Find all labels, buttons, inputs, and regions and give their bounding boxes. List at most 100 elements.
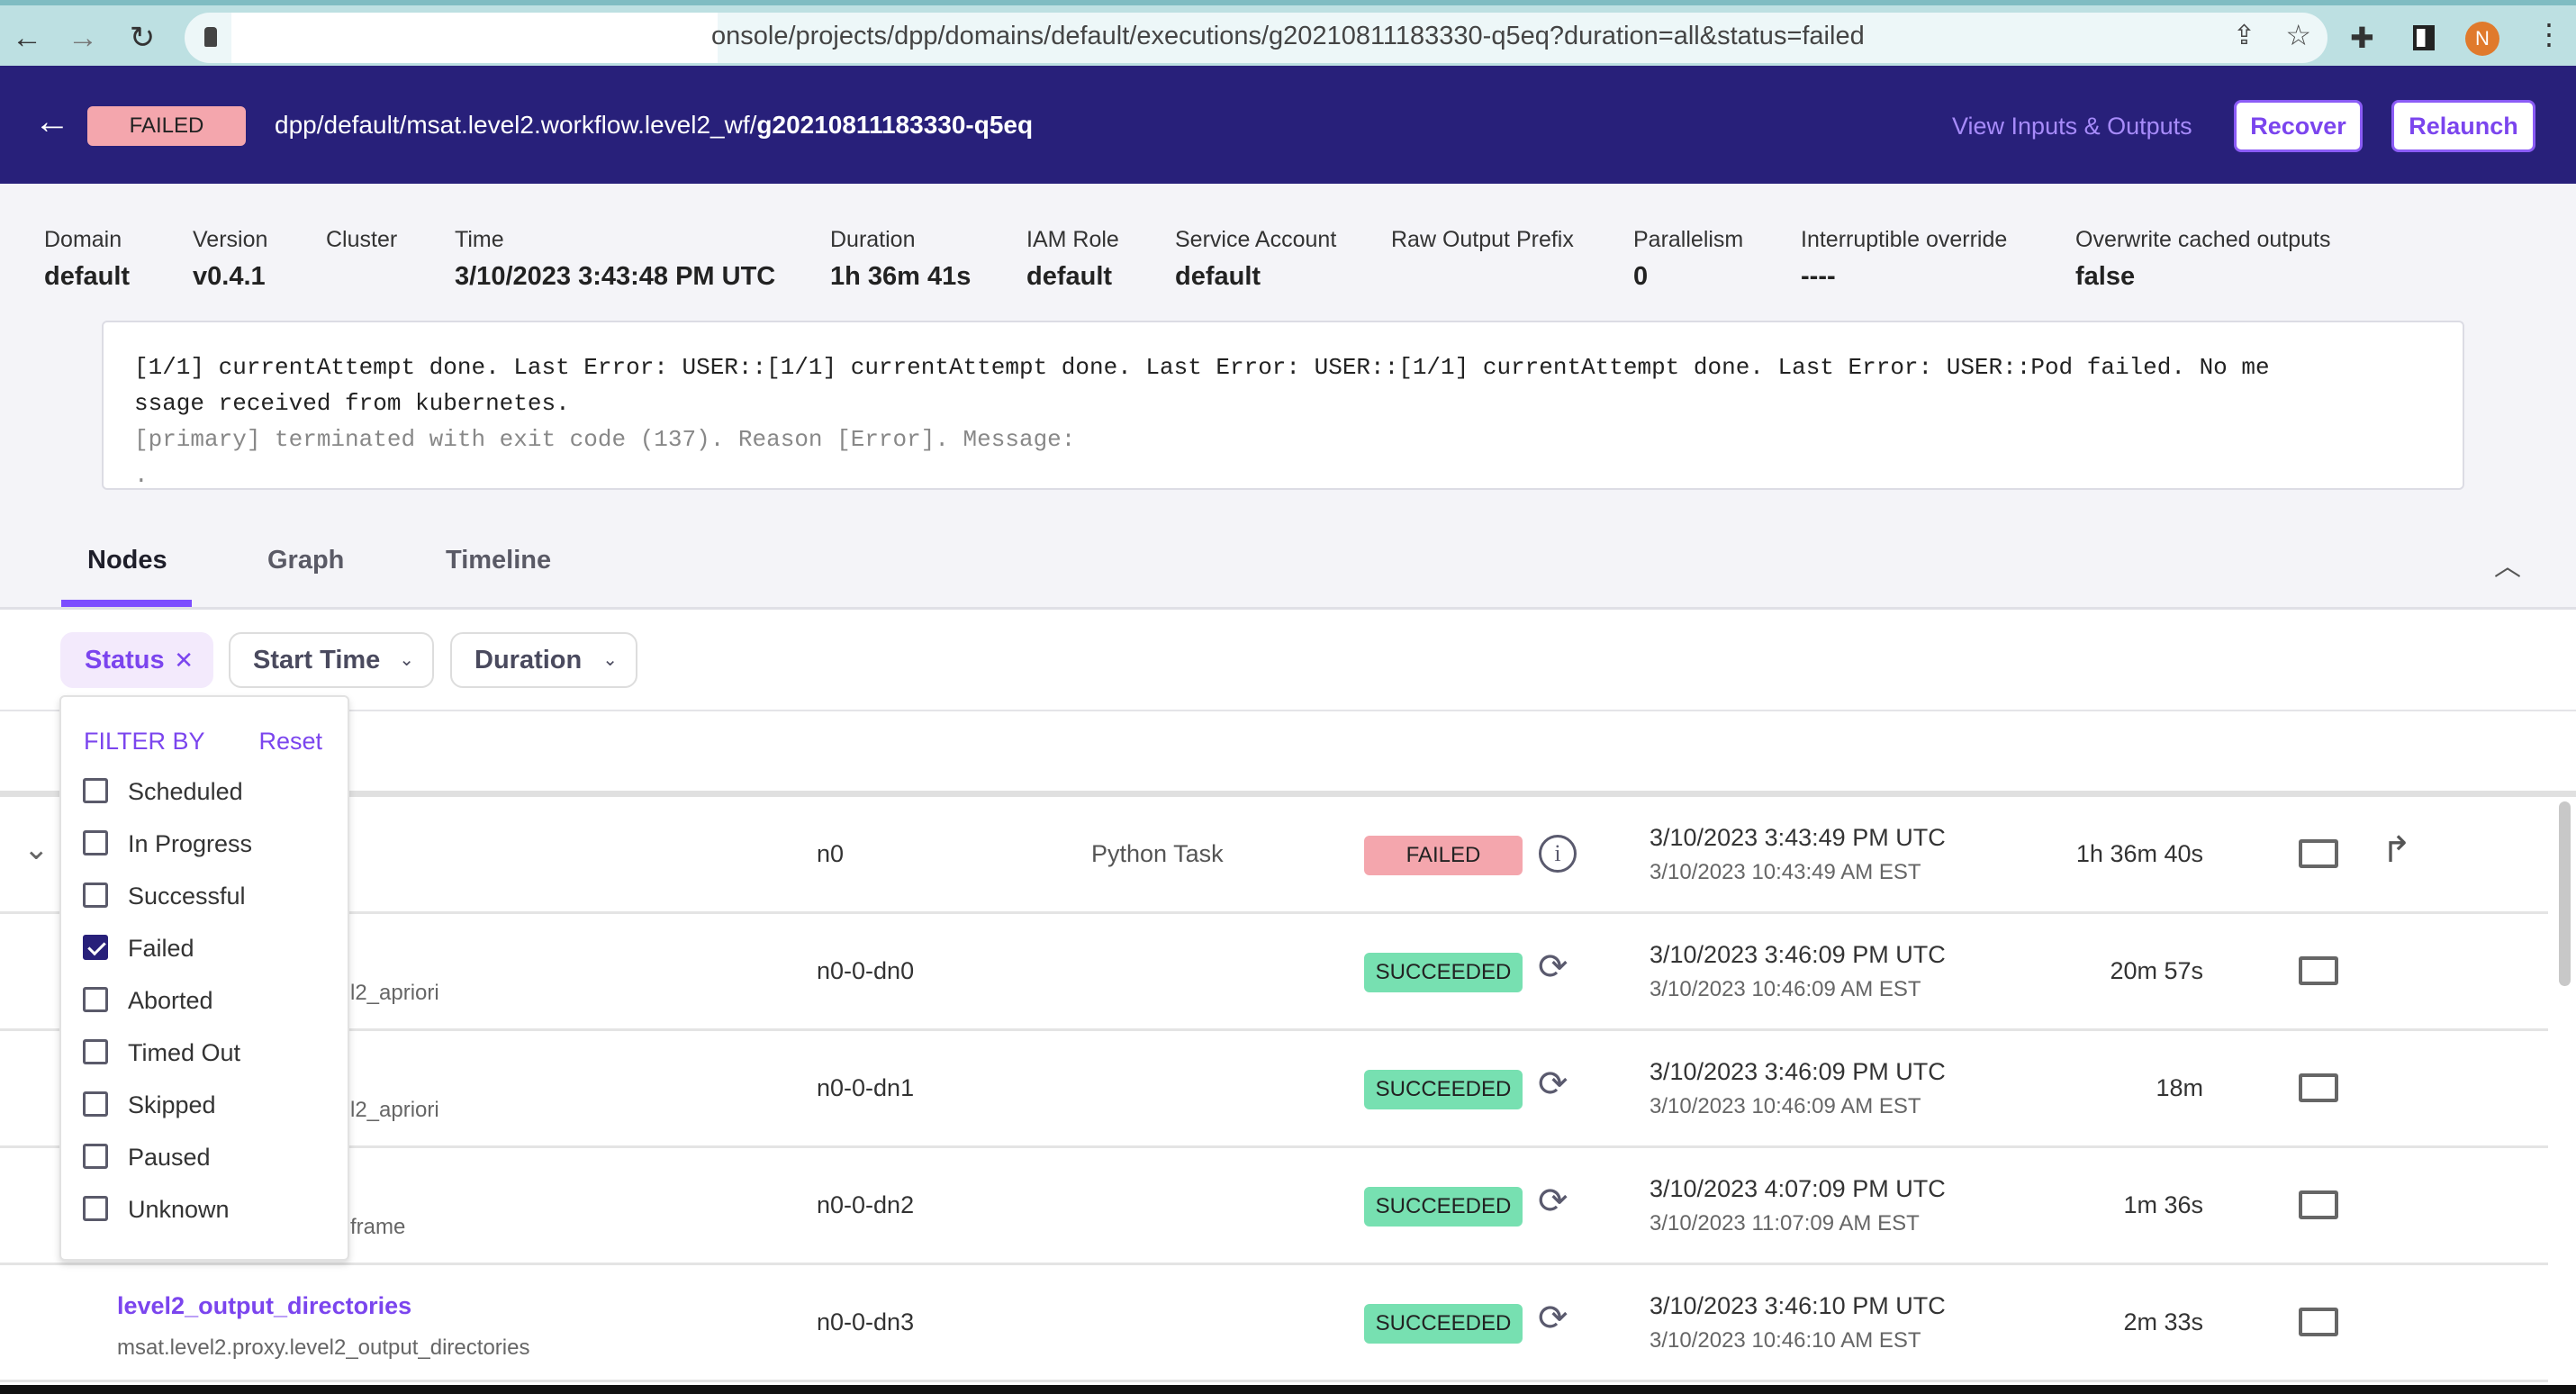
sidebar-icon[interactable]: [2413, 25, 2435, 50]
extensions-icon[interactable]: ✚: [2350, 22, 2374, 54]
share-icon[interactable]: ⇪: [2232, 21, 2255, 50]
meta-label: Time: [455, 227, 504, 252]
tab-timeline[interactable]: Timeline: [446, 546, 552, 575]
meta-value: default: [1026, 262, 1113, 291]
meta-value: default: [1175, 262, 1261, 291]
filter-option-scheduled[interactable]: Scheduled: [83, 777, 243, 814]
checkbox[interactable]: [83, 777, 108, 803]
node-task-name: l2_apriori: [350, 981, 439, 1005]
monitor-icon[interactable]: [2299, 1190, 2338, 1219]
filter-by-heading: FILTER BY: [84, 728, 205, 755]
cache-sync-icon: ⟳: [1538, 1181, 1568, 1221]
error-message-box: [1/1] currentAttempt done. Last Error: U…: [102, 321, 2464, 490]
recover-button[interactable]: Recover: [2234, 100, 2363, 152]
execution-id: g20210811183330-q5eq: [756, 111, 1034, 139]
meta-field: IAM Role default: [1026, 227, 1119, 293]
start-time-local: 3/10/2023 10:46:10 AM EST: [1650, 1328, 1921, 1353]
cache-sync-icon: ⟳: [1538, 947, 1568, 987]
monitor-icon[interactable]: [2299, 1073, 2338, 1102]
checkbox[interactable]: [83, 1038, 108, 1064]
start-time-filter-label: Start Time: [253, 646, 381, 674]
duration-filter[interactable]: Duration ⌄: [450, 632, 637, 688]
filter-option-in-progress[interactable]: In Progress: [83, 829, 253, 866]
checkbox[interactable]: [83, 934, 108, 960]
meta-value: false: [2075, 262, 2136, 291]
filter-option-successful[interactable]: Successful: [83, 882, 246, 919]
filter-option-aborted[interactable]: Aborted: [83, 986, 213, 1023]
filter-option-paused[interactable]: Paused: [83, 1143, 211, 1180]
rerun-icon[interactable]: ↱: [2382, 830, 2412, 870]
url-text[interactable]: onsole/projects/dpp/domains/default/exec…: [711, 22, 1865, 50]
checkbox[interactable]: [83, 1195, 108, 1221]
checkbox[interactable]: [83, 1091, 108, 1117]
profile-avatar[interactable]: N: [2465, 22, 2499, 56]
monitor-icon[interactable]: [2299, 956, 2338, 985]
node-duration: 20m 57s: [2110, 957, 2203, 984]
chevron-down-icon: ⌄: [399, 650, 414, 670]
browser-toolbar: ← → ↻ onsole/projects/dpp/domains/defaul…: [0, 0, 2576, 66]
divider: [0, 710, 2576, 711]
checkbox[interactable]: [83, 986, 108, 1012]
node-name-link[interactable]: level2_output_directories: [117, 1292, 412, 1319]
filter-option-label: Timed Out: [128, 1039, 241, 1066]
reset-button[interactable]: Reset: [258, 728, 322, 755]
view-inputs-outputs-link[interactable]: View Inputs & Outputs: [1952, 113, 2192, 140]
node-status-badge: SUCCEEDED: [1364, 1304, 1523, 1344]
tab-graph[interactable]: Graph: [267, 546, 345, 575]
chevron-down-icon[interactable]: ⌄: [23, 832, 50, 866]
filter-option-unknown[interactable]: Unknown: [83, 1195, 230, 1232]
start-time-filter[interactable]: Start Time ⌄: [229, 632, 434, 688]
checkbox[interactable]: [83, 829, 108, 855]
relaunch-button[interactable]: Relaunch: [2391, 100, 2535, 152]
table-row[interactable]: ⌄ n0 Python Task FAILED i 3/10/2023 3:43:49 P…: [0, 797, 2548, 914]
monitor-icon[interactable]: [2299, 1308, 2338, 1336]
address-bar[interactable]: onsole/projects/dpp/domains/default/exec…: [185, 13, 2327, 63]
filter-option-label: Skipped: [128, 1091, 216, 1118]
start-time-utc: 3/10/2023 3:46:09 PM UTC: [1650, 941, 1946, 968]
back-arrow-icon[interactable]: ←: [12, 21, 42, 55]
filter-option-label: In Progress: [128, 830, 253, 857]
node-type: Python Task: [1091, 840, 1224, 867]
error-line: ssage received from kubernetes.: [134, 390, 570, 417]
info-icon[interactable]: i: [1539, 835, 1577, 873]
error-line: [primary] terminated with exit code (137…: [134, 426, 1076, 453]
forward-arrow-icon[interactable]: →: [68, 21, 98, 55]
meta-value: default: [44, 262, 131, 291]
meta-label: Duration: [830, 227, 916, 252]
start-time-local: 3/10/2023 11:07:09 AM EST: [1650, 1211, 1920, 1236]
node-status-badge: FAILED: [1364, 836, 1523, 875]
start-time-utc: 3/10/2023 4:07:09 PM UTC: [1650, 1175, 1946, 1202]
chevron-up-icon[interactable]: ︿: [2494, 552, 2521, 582]
node-duration: 1m 36s: [2123, 1191, 2203, 1218]
menu-kebab-icon[interactable]: ⋮: [2535, 18, 2563, 50]
reload-icon[interactable]: ↻: [129, 21, 156, 55]
filter-option-label: Scheduled: [128, 778, 243, 805]
execution-header: ← FAILED dpp/default/msat.level2.workflo…: [0, 66, 2576, 184]
checkbox[interactable]: [83, 882, 108, 908]
path-prefix: dpp/default/msat.level2.workflow.level2_…: [275, 111, 757, 139]
close-icon[interactable]: ✕: [174, 647, 194, 674]
back-icon[interactable]: ←: [34, 102, 70, 141]
node-task-name: frame: [350, 1215, 406, 1239]
filter-option-failed[interactable]: Failed: [83, 934, 194, 971]
filter-option-label: Failed: [128, 935, 194, 962]
filter-option-skipped[interactable]: Skipped: [83, 1091, 216, 1127]
table-row[interactable]: level2_output_directories msat.level2.pro…: [0, 1265, 2548, 1382]
status-filter-chip[interactable]: Status ✕: [60, 632, 213, 688]
node-id: n0-0-dn2: [817, 1191, 915, 1218]
node-id: n0-0-dn3: [817, 1308, 915, 1335]
filter-option-timed-out[interactable]: Timed Out: [83, 1038, 241, 1075]
checkbox[interactable]: [83, 1143, 108, 1169]
start-time-local: 3/10/2023 10:46:09 AM EST: [1650, 1094, 1921, 1118]
table-row[interactable]: l2_apriori n0-0-dn0 SUCCEEDED ⟳ 3/10/2023 3:…: [0, 914, 2548, 1031]
meta-field: Duration 1h 36m 41s: [830, 227, 971, 293]
monitor-icon[interactable]: [2299, 839, 2338, 868]
meta-value: v0.4.1: [193, 262, 266, 291]
meta-label: Version: [193, 227, 268, 252]
scrollbar[interactable]: [2559, 801, 2571, 986]
star-icon[interactable]: ☆: [2285, 19, 2311, 51]
tab-nodes[interactable]: Nodes: [87, 546, 167, 575]
error-line: .: [134, 462, 149, 489]
table-row[interactable]: l2_apriori n0-0-dn1 SUCCEEDED ⟳ 3/10/2023 3:…: [0, 1031, 2548, 1148]
table-row[interactable]: frame n0-0-dn2 SUCCEEDED ⟳ 3/10/2023 4:07:09…: [0, 1148, 2548, 1265]
